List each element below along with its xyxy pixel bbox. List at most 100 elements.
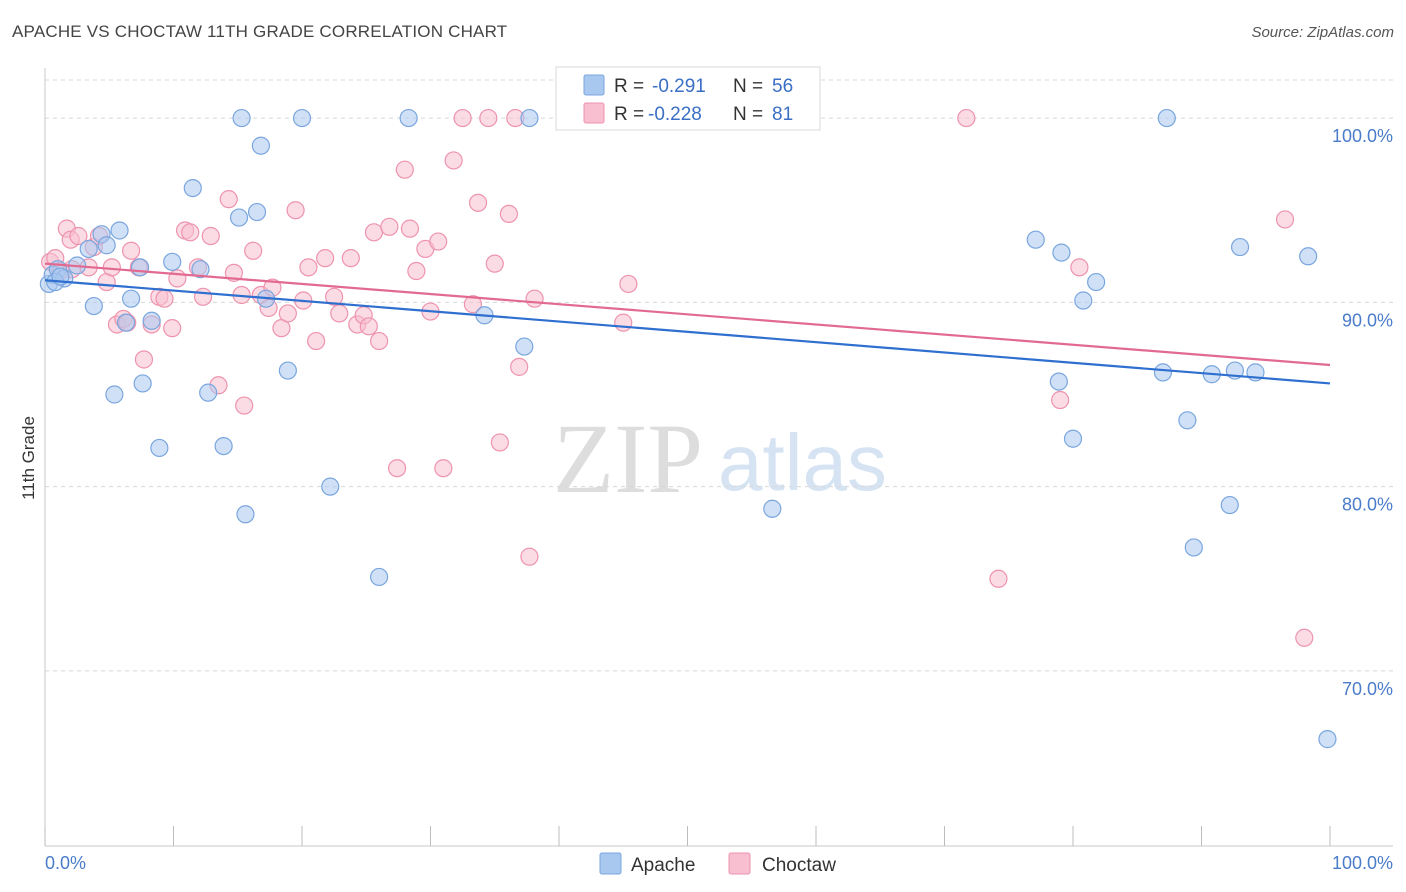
choctaw-point [193, 287, 213, 306]
apache-point [1230, 237, 1250, 257]
choctaw-point [341, 249, 360, 268]
apache-point [163, 252, 182, 271]
choctaw-point [957, 108, 976, 128]
apache-point [1220, 495, 1239, 515]
choctaw-point [316, 249, 335, 268]
choctaw-point [429, 232, 448, 251]
choctaw-point [155, 289, 174, 308]
gridlines [45, 79, 1393, 672]
apache-point [116, 313, 136, 332]
watermark-atlas: atlas [718, 418, 887, 507]
choctaw-point [370, 331, 389, 351]
apache-point [1063, 429, 1083, 448]
choctaw-point [69, 226, 88, 246]
legend-apache-swatch [599, 852, 622, 875]
choctaw-point [453, 108, 472, 128]
choctaw-point [201, 226, 220, 246]
apache-point [183, 179, 202, 198]
apache-point [1049, 372, 1068, 391]
choctaw-n-value: 81 [772, 104, 793, 125]
choctaw-point [989, 569, 1008, 588]
choctaw-point [479, 108, 498, 128]
apache-point [292, 108, 312, 128]
y-axis-title: 11th Grade [19, 416, 38, 500]
choctaw-point [434, 459, 453, 478]
legend-choctaw-label: Choctaw [762, 855, 836, 876]
apache-point [214, 437, 233, 456]
series-legend: Apache Choctaw [599, 852, 836, 876]
apache-point [236, 505, 255, 524]
choctaw-point [364, 223, 384, 242]
choctaw-point [121, 241, 141, 260]
choctaw-swatch [583, 102, 605, 124]
choctaw-trend-line [44, 262, 1331, 367]
choctaw-point [1051, 390, 1070, 410]
data-points [39, 108, 1337, 749]
choctaw-point [619, 274, 638, 294]
apache-point [84, 296, 103, 316]
chart-title: APACHE VS CHOCTAW 11TH GRADE CORRELATION… [12, 22, 508, 41]
choctaw-point [510, 357, 529, 376]
apache-point [150, 438, 169, 458]
apache-point [1074, 291, 1093, 310]
source-credit: Source: ZipAtlas.com [1251, 24, 1394, 41]
apache-point [97, 236, 116, 255]
choctaw-point [1275, 210, 1295, 229]
apache-n-value: 56 [772, 76, 793, 97]
apache-point [247, 202, 267, 222]
trend-lines [44, 262, 1331, 385]
choctaw-point [1295, 628, 1314, 647]
tick-labels: 100.0% 90.0% 80.0% 70.0% 0.0% 100.0% [45, 126, 1393, 873]
apache-swatch [583, 74, 605, 96]
apache-r-value: -0.291 [652, 76, 706, 97]
apache-point [229, 208, 249, 227]
choctaw-n-label: N = [733, 104, 763, 125]
apache-point [251, 136, 270, 155]
choctaw-point [325, 287, 344, 306]
apache-point [133, 374, 152, 393]
apache-point [1318, 730, 1337, 749]
apache-point [110, 221, 129, 240]
choctaw-point [499, 204, 518, 223]
apache-point [1299, 247, 1318, 266]
y-tick-label: 70.0% [1342, 679, 1393, 699]
y-tick-label: 90.0% [1342, 310, 1393, 330]
choctaw-point [235, 396, 254, 415]
apache-n-label: N = [733, 76, 763, 97]
apache-point [763, 499, 782, 518]
apache-point [191, 260, 210, 279]
choctaw-point [380, 217, 399, 236]
apache-point [278, 361, 297, 380]
apache-point [121, 289, 141, 308]
choctaw-point [485, 254, 504, 273]
choctaw-point [359, 317, 378, 336]
watermark-zip: ZIP [553, 403, 703, 514]
choctaw-point [400, 219, 420, 238]
choctaw-point [395, 160, 414, 179]
apache-point [1178, 411, 1197, 430]
choctaw-point [614, 313, 633, 332]
choctaw-point [134, 350, 154, 369]
choctaw-point [219, 190, 238, 209]
choctaw-point [299, 258, 318, 277]
choctaw-point [387, 459, 407, 478]
apache-point [515, 337, 534, 356]
choctaw-point [244, 241, 263, 260]
choctaw-point [102, 258, 121, 277]
choctaw-point [286, 201, 305, 220]
choctaw-point [444, 151, 463, 170]
choctaw-point [181, 223, 200, 242]
apache-point [520, 108, 539, 128]
apache-point [1157, 108, 1176, 128]
choctaw-point [1070, 258, 1089, 277]
choctaw-point [525, 289, 544, 308]
choctaw-point [163, 319, 182, 338]
apache-point [1026, 230, 1045, 249]
choctaw-point [307, 331, 326, 351]
apache-point [1184, 538, 1203, 557]
y-tick-label: 100.0% [1332, 126, 1393, 146]
choctaw-point [278, 304, 297, 323]
choctaw-point [468, 193, 488, 212]
apache-point [321, 477, 340, 496]
